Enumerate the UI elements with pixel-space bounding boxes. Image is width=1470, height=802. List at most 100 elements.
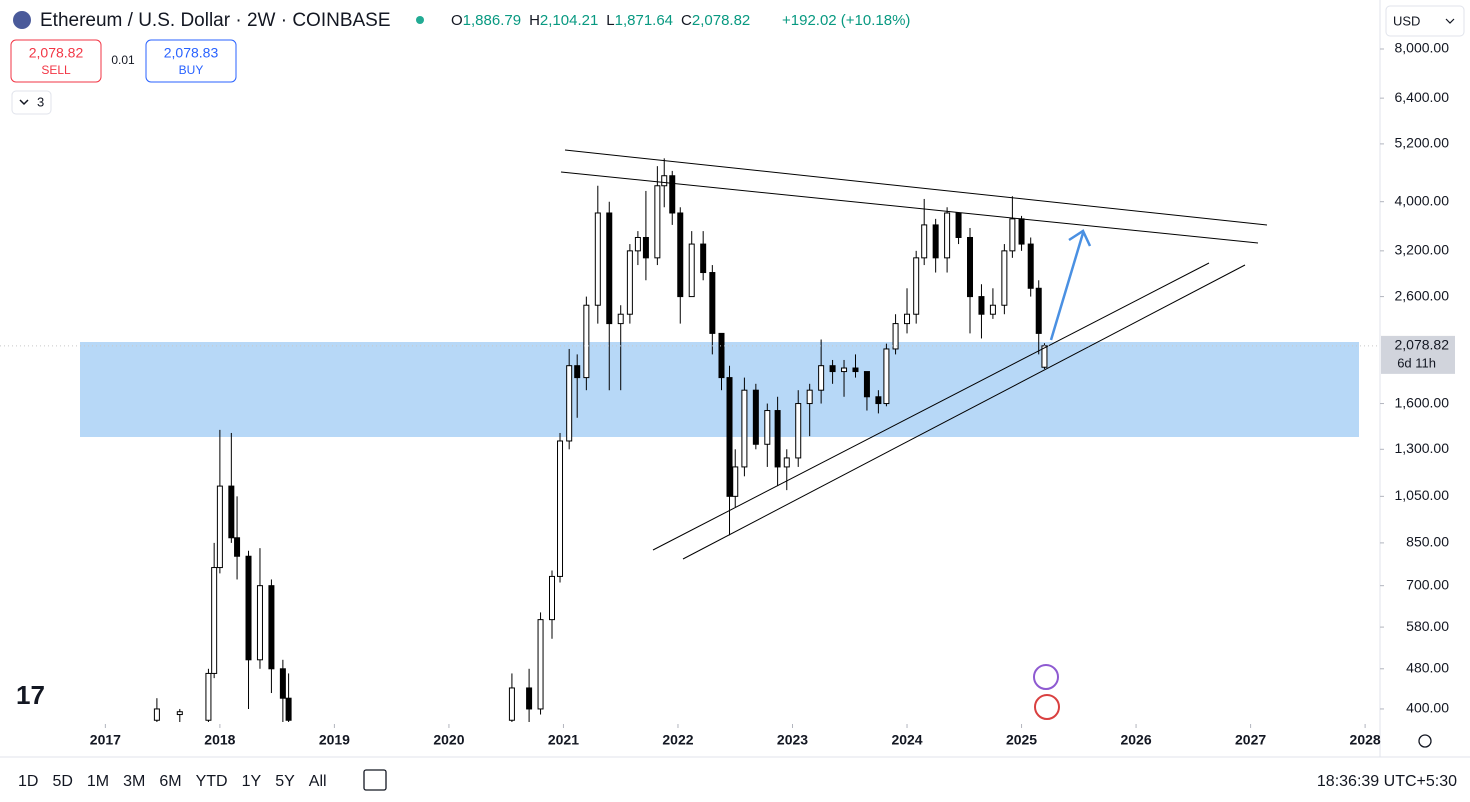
flag-icon[interactable]	[1034, 694, 1060, 720]
y-tick-label: 850.00	[1406, 534, 1449, 550]
candle-body	[606, 212, 613, 325]
candle-body	[726, 377, 733, 497]
y-tick-label: 700.00	[1406, 576, 1449, 592]
currency[interactable]: USD	[1393, 13, 1420, 28]
candle-body	[537, 619, 544, 710]
candle-body	[806, 389, 813, 405]
range-button[interactable]: 1M	[87, 773, 109, 790]
candle-body	[955, 212, 962, 238]
y-tick-label: 5,200.00	[1395, 135, 1450, 151]
y-tick-label: 1,600.00	[1395, 394, 1450, 410]
candle-body	[557, 440, 564, 577]
candle-body	[1035, 287, 1042, 334]
candle-body	[841, 367, 848, 373]
candle-body	[677, 212, 684, 298]
y-tick-label: 3,200.00	[1395, 242, 1450, 258]
candle-body	[688, 243, 695, 298]
range-button[interactable]: 1D	[18, 773, 38, 790]
ohlc-value: 2,078.82	[692, 12, 750, 29]
x-tick-label: 2023	[777, 732, 808, 748]
sell-label[interactable]: SELL	[41, 63, 71, 77]
range-button[interactable]: YTD	[196, 773, 228, 790]
candle-body	[256, 585, 263, 661]
settings[interactable]	[1418, 734, 1432, 748]
candle-body	[795, 403, 802, 459]
candle-body	[818, 365, 825, 391]
ai-icon[interactable]	[1033, 664, 1059, 690]
range-button[interactable]: 3M	[123, 773, 145, 790]
y-tick-label: 480.00	[1406, 659, 1449, 675]
candle-body	[783, 457, 790, 468]
range-button[interactable]: 5D	[52, 773, 72, 790]
ohlc-key: C	[681, 12, 692, 29]
indicators-count[interactable]: 3	[37, 94, 44, 109]
candle-body	[574, 365, 581, 379]
candle-body	[741, 389, 748, 468]
x-tick-label: 2020	[433, 732, 464, 748]
buy-label[interactable]: BUY	[179, 63, 204, 77]
indicators-toggle[interactable]	[11, 90, 52, 115]
candle-body	[566, 365, 573, 442]
candle-body	[268, 585, 275, 670]
sell-button[interactable]	[10, 39, 102, 83]
candle-body	[944, 212, 951, 259]
date-range-button[interactable]	[363, 769, 387, 791]
candle-body	[228, 485, 235, 539]
change: +192.02 (+10.18%)	[782, 12, 910, 29]
ohlc: O 1,886.79 H 2,104.21 L 1,871.64 C 2,078.82	[451, 12, 750, 29]
candles	[153, 158, 1048, 722]
candle-body	[732, 466, 739, 497]
candle-body	[932, 224, 939, 259]
range-button[interactable]: 1Y	[242, 773, 262, 790]
x-tick-label: 2025	[1006, 732, 1037, 748]
buy-button[interactable]	[145, 39, 237, 83]
y-tick-label: 4,000.00	[1395, 192, 1450, 208]
candle-body	[245, 555, 252, 661]
candle-body	[153, 708, 160, 721]
range-button[interactable]: All	[309, 773, 327, 790]
candle-body	[634, 236, 641, 252]
x-tick-label: 2026	[1120, 732, 1151, 748]
trendline	[564, 149, 1268, 226]
logo: 17	[16, 680, 45, 710]
candle-body	[594, 212, 601, 306]
ohlc-value: 1,886.79	[463, 12, 521, 29]
candle-body	[176, 711, 183, 716]
candle-body	[863, 371, 870, 398]
arrow	[1049, 229, 1092, 341]
price-tag	[1381, 335, 1455, 374]
candle-body	[921, 224, 928, 259]
candle-body	[718, 332, 725, 379]
range-button[interactable]: 5Y	[275, 773, 295, 790]
candle-body	[642, 236, 649, 259]
candle-body	[583, 304, 590, 379]
candle-body	[205, 672, 212, 721]
clock: 18:36:39 UTC+5:30	[1317, 773, 1457, 790]
candle-body	[774, 410, 781, 468]
range-button[interactable]: 6M	[159, 773, 181, 790]
x-tick-label: 2017	[90, 732, 121, 748]
y-tick-label: 1,300.00	[1395, 440, 1450, 456]
candle-body	[913, 257, 920, 315]
candle-body	[892, 323, 899, 350]
buy-price[interactable]: 2,078.83	[164, 45, 219, 61]
candle-body	[904, 313, 911, 325]
y-tick-label: 8,000.00	[1395, 40, 1450, 56]
candle-body	[1027, 243, 1034, 289]
sell-price[interactable]: 2,078.82	[29, 45, 84, 61]
ohlc-value: 1,871.64	[615, 12, 673, 29]
ohlc-key: L	[606, 12, 614, 29]
currency-select[interactable]	[1385, 5, 1465, 37]
candle-body	[883, 348, 890, 405]
candle-body	[549, 575, 555, 621]
candle-body	[875, 396, 882, 405]
price-tag-label: 2,078.82	[1395, 337, 1450, 353]
y-tick-label: 1,050.00	[1395, 487, 1450, 503]
candle-body	[1001, 250, 1008, 306]
candle-body	[967, 236, 974, 298]
candle-body	[526, 687, 533, 710]
candle-body	[654, 185, 661, 259]
ohlc-value: 2,104.21	[540, 12, 598, 29]
ohlc-key: O	[451, 12, 463, 29]
